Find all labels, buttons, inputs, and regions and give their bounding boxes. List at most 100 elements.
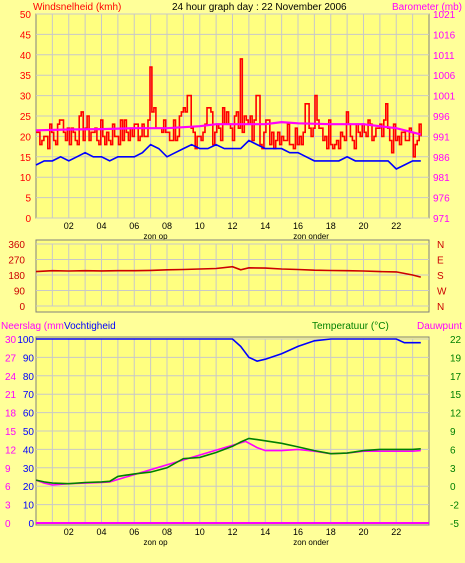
wind-tick-label: 35: [20, 71, 32, 82]
sunrise-label: zon op: [144, 232, 169, 241]
temp-tick-label: 3: [450, 464, 456, 475]
humidity-tick-label: 70: [23, 390, 35, 401]
direction-tick-label: 270: [8, 256, 25, 267]
baro-tick-label: 1011: [433, 51, 455, 62]
series-windsnelheid: [36, 58, 422, 158]
rain-tick-label: 9: [5, 464, 11, 475]
wind-tick-label: 30: [20, 92, 32, 103]
compass-label: N: [437, 302, 444, 313]
temperature-axis-label: Temperatuur (°C): [312, 321, 389, 332]
temp-tick-label: 0: [450, 482, 456, 493]
x-tick-label: 16: [293, 221, 303, 231]
baro-tick-label: 991: [433, 132, 450, 143]
direction-tick-label: 0: [19, 302, 25, 313]
wind-tick-label: 50: [20, 10, 32, 21]
temp-tick-label: 17: [450, 372, 462, 383]
dewpoint-axis-label: Dauwpunt: [417, 321, 462, 332]
wind-tick-label: 20: [20, 132, 32, 143]
x-tick-label: 18: [326, 527, 336, 537]
baro-tick-label: 986: [433, 153, 450, 164]
wind-tick-label: 15: [20, 153, 32, 164]
x-tick-label: 08: [162, 527, 172, 537]
temp-tick-label: -2: [450, 501, 459, 512]
wind-tick-label: 25: [20, 112, 32, 123]
x-tick-label: 06: [129, 221, 139, 231]
x-tick-label: 16: [293, 527, 303, 537]
baro-tick-label: 981: [433, 173, 450, 184]
humidity-tick-label: 60: [23, 409, 35, 420]
x-tick-label: 02: [64, 527, 74, 537]
baro-tick-label: 1001: [433, 92, 456, 103]
humidity-tick-label: 20: [23, 482, 35, 493]
humidity-tick-label: 100: [17, 335, 34, 346]
baro-tick-label: 1006: [433, 71, 456, 82]
compass-label: S: [437, 271, 444, 282]
rain-tick-label: 6: [5, 482, 11, 493]
humidity-tick-label: 80: [23, 372, 35, 383]
rain-axis-label: Neerslag (mm: [1, 321, 64, 332]
temp-tick-label: 9: [450, 427, 456, 438]
series-gemiddeld: [35, 120, 422, 136]
x-tick-label: 14: [260, 221, 270, 231]
x-tick-label: 14: [260, 527, 270, 537]
temp-tick-label: 19: [450, 353, 462, 364]
humidity-axis-label: Vochtigheid: [64, 321, 116, 332]
direction-tick-label: 360: [8, 240, 25, 251]
wind-tick-label: 0: [25, 214, 31, 225]
humidity-tick-label: 50: [23, 427, 35, 438]
direction-tick-label: 90: [14, 287, 26, 298]
sunrise-label: zon op: [144, 538, 169, 547]
temp-tick-label: -5: [450, 519, 459, 530]
humidity-tick-label: 30: [23, 464, 35, 475]
humidity-tick-label: 0: [28, 519, 34, 530]
x-tick-label: 20: [358, 527, 368, 537]
series-vochtigheid: [36, 338, 421, 362]
compass-label: N: [437, 240, 444, 251]
compass-label: W: [437, 287, 447, 298]
series-barometer: [35, 139, 421, 170]
series-windrichting: [35, 265, 421, 278]
rain-tick-label: 30: [5, 335, 17, 346]
temp-tick-label: 22: [450, 335, 462, 346]
rain-tick-label: 21: [5, 390, 17, 401]
wind-tick-label: 5: [25, 194, 31, 205]
x-tick-label: 04: [96, 221, 106, 231]
x-tick-label: 18: [326, 221, 336, 231]
x-tick-label: 22: [391, 527, 401, 537]
compass-label: E: [437, 256, 444, 267]
baro-tick-label: 1016: [433, 30, 456, 41]
wind-tick-label: 10: [20, 173, 32, 184]
humidity-tick-label: 40: [23, 445, 35, 456]
wind-tick-label: 40: [20, 51, 32, 62]
rain-tick-label: 27: [5, 353, 17, 364]
sunset-label: zon onder: [293, 232, 329, 241]
baro-tick-label: 1021: [433, 10, 456, 21]
sunset-label: zon onder: [293, 538, 329, 547]
chart-title: 24 hour graph day : 22 November 2006: [172, 2, 347, 13]
rain-tick-label: 3: [5, 501, 11, 512]
x-tick-label: 04: [96, 527, 106, 537]
x-tick-label: 20: [358, 221, 368, 231]
x-tick-label: 10: [195, 221, 205, 231]
baro-tick-label: 996: [433, 112, 450, 123]
humidity-tick-label: 10: [23, 501, 35, 512]
rain-tick-label: 24: [5, 372, 17, 383]
direction-tick-label: 180: [8, 271, 25, 282]
x-tick-label: 10: [195, 527, 205, 537]
temp-tick-label: 15: [450, 390, 462, 401]
rain-tick-label: 18: [5, 409, 17, 420]
series-temperatuur: [35, 437, 421, 485]
rain-tick-label: 12: [5, 445, 17, 456]
temp-tick-label: 12: [450, 409, 462, 420]
x-tick-label: 02: [64, 221, 74, 231]
rain-tick-label: 0: [5, 519, 11, 530]
x-tick-label: 06: [129, 527, 139, 537]
x-tick-label: 08: [162, 221, 172, 231]
x-tick-label: 12: [227, 527, 237, 537]
temp-tick-label: 6: [450, 445, 456, 456]
baro-tick-label: 976: [433, 194, 450, 205]
baro-tick-label: 971: [433, 214, 450, 225]
x-tick-label: 22: [391, 221, 401, 231]
x-tick-label: 12: [227, 221, 237, 231]
wind-tick-label: 45: [20, 30, 32, 41]
